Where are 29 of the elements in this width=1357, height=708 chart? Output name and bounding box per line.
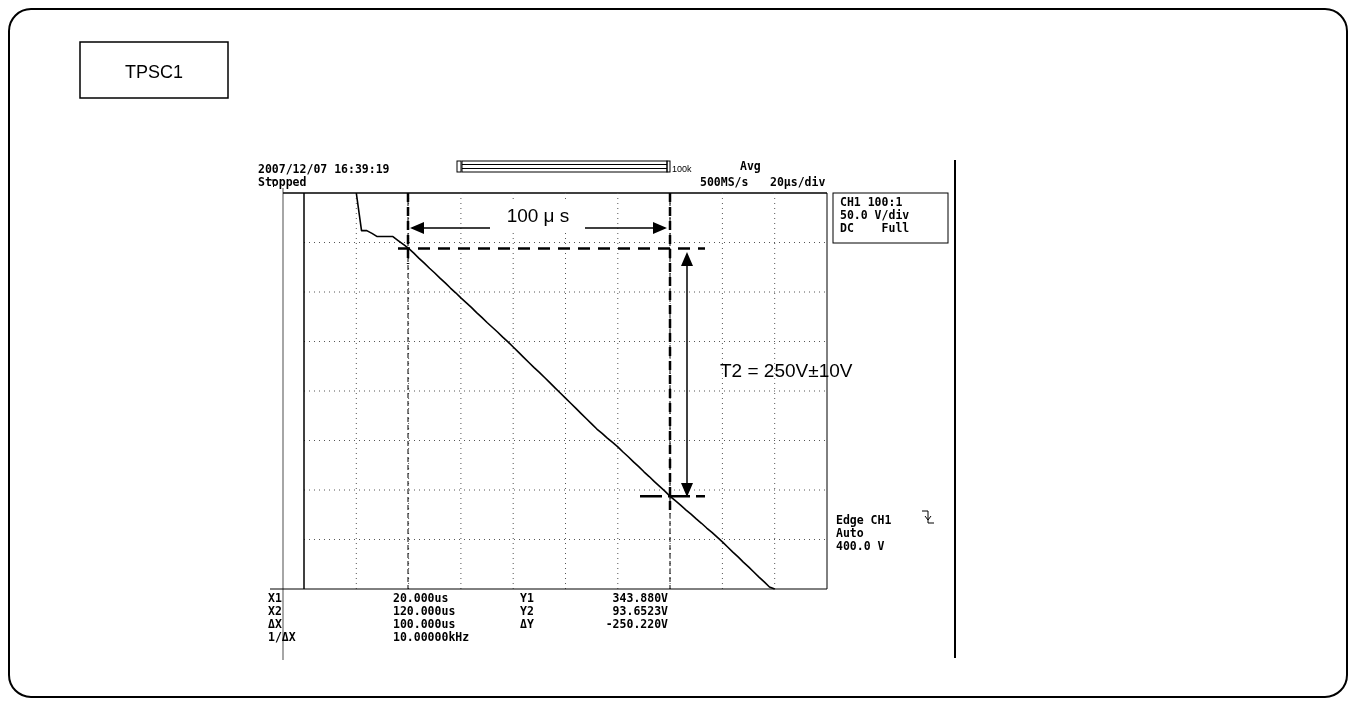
text: -250.220V [605,617,669,631]
text: 1/ΔX [268,630,296,644]
text: X2 [268,604,282,618]
text: 20μs/div [770,175,826,189]
text: Auto [836,526,864,540]
text: 120.000us [393,604,456,618]
text: Y2 [520,604,534,618]
text: CH1 100:1 [840,195,903,209]
text: 20.000us [393,591,449,605]
text: 93.6523V [612,604,669,618]
text: Y1 [520,591,534,605]
text: 500MS/s [700,175,749,189]
text: ΔX [268,617,282,631]
text: Edge CH1 [836,513,892,527]
text: DC Full [840,221,910,235]
annotation: 100 μ s [506,205,570,226]
text: ΔY [520,617,534,631]
text: TPSC1 [124,62,184,82]
text: 343.880V [612,591,669,605]
text: 400.0 V [836,539,885,553]
text: X1 [268,591,282,605]
text: 2007/12/07 16:39:19 [258,162,390,176]
text: 100.000us [393,617,456,631]
annotation: T2 = 250V±10V [720,360,853,381]
text: 50.0 V/div [840,208,910,222]
text: 100k [672,164,693,174]
text: Avg [740,159,761,173]
text: 10.00000kHz [393,630,470,644]
text: Stopped [258,175,307,189]
